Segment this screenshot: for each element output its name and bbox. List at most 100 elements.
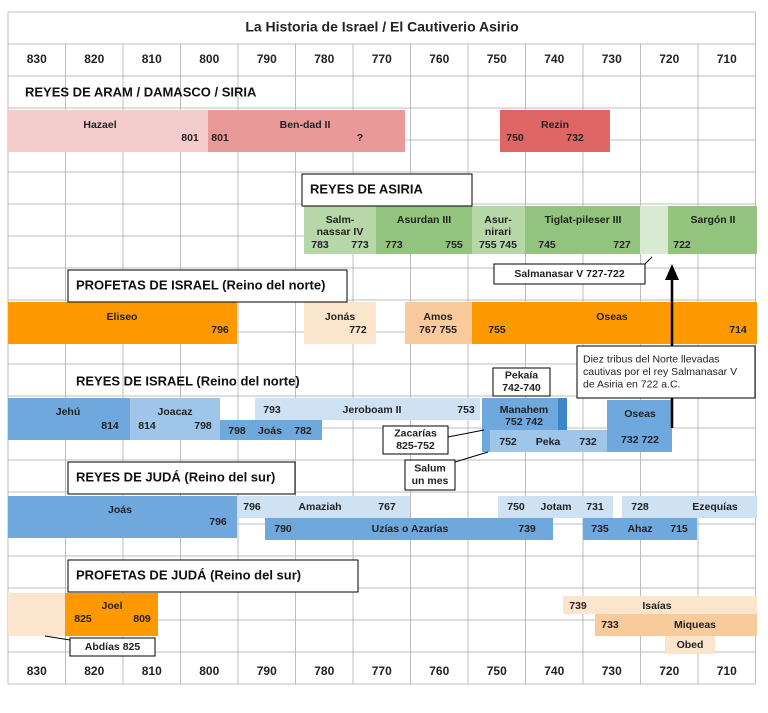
bar-label: 727 [613,239,631,251]
section-heading: PROFETAS DE JUDÁ (Reino del sur) [76,567,301,582]
bar-label: Joás [108,504,132,516]
year-label: 780 [314,52,334,66]
bar-label: 814 [101,420,119,432]
heading-box [67,461,296,495]
bar [304,206,376,254]
heading-box [67,559,359,593]
bar-label: 750 [507,501,525,513]
year-label: 810 [142,52,162,66]
year-label: 830 [27,52,47,66]
bar-label: Peka [536,436,561,448]
bar-label: Ahaz [627,523,652,535]
callout-box [404,459,456,491]
callout-box [493,263,646,285]
bar-label: Salm- [326,214,355,226]
bar [490,398,558,430]
bar [490,430,607,452]
bar [8,110,208,152]
bar-label: 814 [138,420,156,432]
bar [525,206,640,254]
year-label: 790 [257,52,277,66]
bar-label: Rezin [541,119,569,131]
bar-label: Isaías [642,600,671,612]
bar-label: 732 722 [621,434,659,446]
heading-box [67,269,348,303]
section-heading: REYES DE ISRAEL (Reino del norte) [76,373,300,388]
bar-label: Jeroboam II [343,404,402,416]
bar-label: 767 [378,501,396,513]
bar-label: Ezequías [692,501,738,513]
bar-label: 735 [591,523,609,535]
bar-label: 755 745 [479,239,517,251]
bar-label: 801 [211,132,229,144]
bar [595,614,757,636]
section-heading: PROFETAS DE ISRAEL (Reino del norte) [76,277,325,292]
section-heading: REYES DE ARAM / DAMASCO / SIRIA [25,84,257,99]
callout-box [492,367,551,397]
year-label: 760 [429,52,449,66]
callout-text: cautivas por el rey Salmanasar V [583,366,737,378]
callout-box [69,637,156,657]
bar [8,302,237,344]
bar-label: 798 [228,425,246,437]
bar-label: Joás [258,425,282,437]
year-label: 720 [659,52,679,66]
bar-label: 714 [729,324,747,336]
callout-text: 742-740 [502,382,541,394]
bar [607,400,672,452]
bar-label: Miqueas [674,619,716,631]
bar [265,518,553,540]
bar-label: 753 [457,404,475,416]
bar-label: Jonás [325,311,356,323]
callout-pointer [44,635,71,641]
year-label: 820 [84,664,104,678]
year-label: 710 [717,664,737,678]
bar-label: 782 [294,425,312,437]
bar-label: 750 [506,132,524,144]
bar [500,110,610,152]
bar-label: 752 [499,436,517,448]
bar [498,496,613,518]
year-label: 780 [314,664,334,678]
bar [563,596,757,614]
bar [376,206,472,254]
bar-label: 739 [518,523,536,535]
callout-text: de Asiria en 722 a.C. [583,378,680,390]
bar-label: 783 [311,239,329,251]
callout-text: 825-752 [396,440,435,452]
bar-label: 773 [351,239,369,251]
bar-label: Asur- [484,214,512,226]
bar-label: Eliseo [107,311,138,323]
bar-label: 809 [133,613,151,625]
bar-label: nassar IV [317,226,364,238]
bar [405,302,472,344]
bar [665,636,715,654]
callout-text: Salum [414,463,446,475]
bar [8,398,130,440]
bar-label: 732 [579,436,597,448]
bar-label: 767 755 [419,324,457,336]
callout-box [576,345,756,399]
bar-label: ? [357,132,363,144]
year-label: 770 [372,664,392,678]
bar-label: 772 [349,324,367,336]
bar-fill [558,398,567,430]
year-label: 710 [717,52,737,66]
bar-label: Uzías o Azarías [372,523,449,535]
bar [668,206,757,254]
year-label: 810 [142,664,162,678]
bar-label: Amos [423,311,452,323]
bar-label: Ben-dad II [280,119,331,131]
year-label: 720 [659,664,679,678]
callout-pointer [644,256,653,265]
bar-label: 733 [601,619,619,631]
callout-text: Abdías 825 [85,641,141,653]
bar-label: 731 [586,501,604,513]
bar [8,496,237,538]
bar-label: 790 [274,523,292,535]
year-label: 760 [429,664,449,678]
year-label: 830 [27,664,47,678]
bar-label: Oseas [596,311,628,323]
year-label: 770 [372,52,392,66]
callout-text: Salmanasar V 727-722 [514,268,624,280]
